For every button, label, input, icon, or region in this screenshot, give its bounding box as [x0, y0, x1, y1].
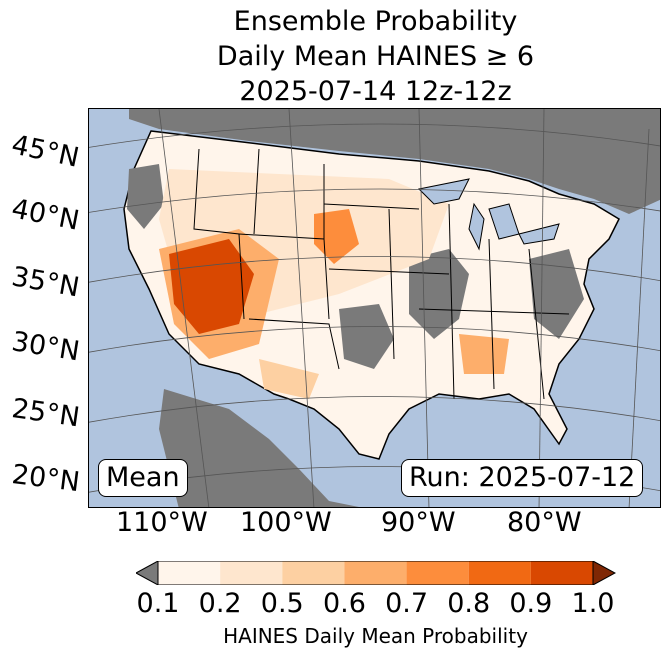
great-lakes	[417, 178, 560, 251]
colorbar-cell	[158, 561, 221, 585]
map-title-line-3: 2025-07-14 12z-12z	[239, 76, 512, 107]
probability-mid-texas	[259, 359, 319, 399]
colorbar-cell	[220, 561, 283, 585]
lat-label-30: 30°N	[9, 326, 82, 368]
colorbar-cells	[157, 560, 594, 586]
lon-label-80: 80°W	[507, 507, 582, 538]
colorbar-label: HAINES Daily Mean Probability	[223, 624, 528, 648]
colorbar-tick-label: 0.1	[136, 588, 180, 619]
map-panel	[88, 108, 661, 508]
lat-label-40: 40°N	[9, 193, 82, 237]
lat-label-20: 20°N	[10, 459, 82, 499]
colorbar-tick-label: 0.5	[260, 588, 304, 619]
probability-mid-colorado	[314, 209, 359, 264]
run-date-box: Run: 2025-07-12	[401, 459, 644, 497]
colorbar-over-arrow	[592, 560, 617, 586]
map-title-line-1: Ensemble Probability	[233, 6, 518, 37]
lon-label-100: 100°W	[240, 507, 332, 538]
colorbar	[134, 560, 617, 589]
no-data-land-north	[129, 109, 660, 214]
colorbar-tick-label: 1.0	[571, 588, 615, 619]
colorbar-tick-label: 0.9	[509, 588, 553, 619]
state-borders	[193, 148, 570, 400]
colorbar-cell	[468, 561, 531, 585]
lat-label-25: 25°N	[9, 393, 82, 434]
no-data-patch-west	[127, 164, 164, 229]
colorbar-tick-label: 0.2	[198, 588, 242, 619]
colorbar-tick-label: 0.6	[322, 588, 366, 619]
colorbar-svg	[134, 560, 617, 586]
no-data-patch-south	[339, 304, 394, 369]
mean-label-box: Mean	[98, 459, 188, 497]
lon-label-90: 90°W	[381, 507, 456, 538]
map-title-line-2: Daily Mean HAINES ≥ 6	[216, 41, 535, 72]
colorbar-cell	[282, 561, 345, 585]
no-data-patch-east	[529, 249, 584, 339]
no-data-land-south	[159, 389, 359, 507]
colorbar-under-arrow	[134, 560, 159, 586]
colorbar-tick-label: 0.8	[447, 588, 491, 619]
colorbar-cell	[530, 561, 593, 585]
colorbar-cell	[406, 561, 469, 585]
lon-label-110: 110°W	[116, 507, 208, 538]
colorbar-cell	[344, 561, 407, 585]
colorbar-tick-label: 0.7	[385, 588, 429, 619]
probability-mid-southeast	[459, 334, 509, 374]
map-svg	[89, 109, 660, 507]
lat-label-45: 45°N	[8, 129, 82, 174]
lat-label-35: 35°N	[9, 261, 82, 304]
